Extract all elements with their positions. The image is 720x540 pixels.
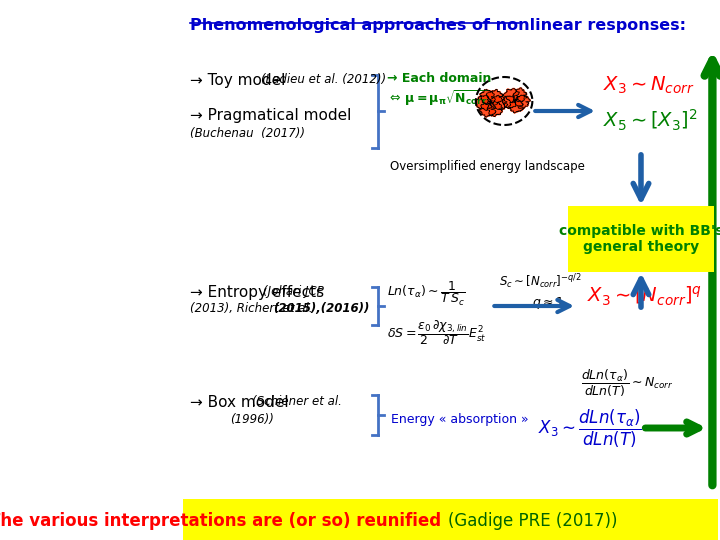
Polygon shape: [508, 99, 523, 113]
Text: $\Leftrightarrow\,\mathbf{\mu = \mu_\pi\sqrt{N_{corr}}}$: $\Leftrightarrow\,\mathbf{\mu = \mu_\pi\…: [387, 88, 490, 107]
Text: $X_3{\sim}[N_{corr}]^q$: $X_3{\sim}[N_{corr}]^q$: [587, 285, 702, 308]
Text: (Ladieu et al. (2012)): (Ladieu et al. (2012)): [261, 73, 386, 86]
Text: $q \approx 1$: $q \approx 1$: [532, 295, 564, 311]
Text: Oversimplified energy landscape: Oversimplified energy landscape: [390, 160, 585, 173]
FancyBboxPatch shape: [183, 499, 719, 540]
Text: → Entropy effects: → Entropy effects: [190, 285, 329, 300]
Text: The various interpretations are (or so) reunified: The various interpretations are (or so) …: [0, 512, 447, 530]
Text: (1996)): (1996)): [230, 413, 274, 426]
Polygon shape: [480, 101, 496, 117]
Polygon shape: [490, 95, 508, 110]
Text: $X_5{\sim}[X_3]^2$: $X_5{\sim}[X_3]^2$: [603, 108, 698, 133]
Text: (Buchenau  (2017)): (Buchenau (2017)): [190, 127, 305, 140]
Text: (Gadige PRE (2017)): (Gadige PRE (2017)): [449, 512, 618, 530]
Polygon shape: [502, 96, 516, 109]
Text: compatible with BB's
general theory: compatible with BB's general theory: [559, 224, 720, 254]
Text: $Ln(\tau_\alpha) \sim \dfrac{1}{T\,S_c}$: $Ln(\tau_\alpha) \sim \dfrac{1}{T\,S_c}$: [387, 280, 466, 308]
Text: → Pragmatical model: → Pragmatical model: [190, 108, 351, 123]
Text: $S_c{\sim}[N_{corr}]^{-q/2}$: $S_c{\sim}[N_{corr}]^{-q/2}$: [499, 272, 582, 291]
Text: $X_3{\sim}\dfrac{dLn(\tau_\alpha)}{dLn(T)}$: $X_3{\sim}\dfrac{dLn(\tau_\alpha)}{dLn(T…: [539, 408, 642, 450]
Text: (Schiener et al.: (Schiener et al.: [252, 395, 342, 408]
Polygon shape: [486, 89, 503, 105]
Text: Phenomenological approaches of nonlinear responses:: Phenomenological approaches of nonlinear…: [190, 18, 686, 33]
FancyBboxPatch shape: [568, 206, 714, 272]
Text: (2015),(2016)): (2015),(2016)): [274, 302, 370, 315]
Text: $\delta S = \dfrac{\varepsilon_0}{2}\dfrac{\partial \chi_{3,lin}}{\partial T}E_{: $\delta S = \dfrac{\varepsilon_0}{2}\dfr…: [387, 318, 487, 347]
Text: → Box model: → Box model: [190, 395, 294, 410]
Polygon shape: [480, 89, 495, 105]
Text: → Each domain: → Each domain: [387, 72, 492, 85]
Polygon shape: [513, 88, 527, 102]
Polygon shape: [503, 89, 519, 103]
Text: (2013), Richert et al.: (2013), Richert et al.: [190, 302, 316, 315]
Text: → Toy model: → Toy model: [190, 73, 290, 88]
Text: (Johari JCP: (Johari JCP: [263, 285, 324, 298]
Polygon shape: [516, 95, 531, 109]
Text: $X_3{\sim}N_{corr}$: $X_3{\sim}N_{corr}$: [603, 75, 695, 96]
Polygon shape: [476, 95, 492, 111]
Text: Energy « absorption »: Energy « absorption »: [391, 413, 528, 426]
Text: $\dfrac{dLn(\tau_\alpha)}{dLn(T)}{\sim}N_{corr}$: $\dfrac{dLn(\tau_\alpha)}{dLn(T)}{\sim}N…: [581, 368, 673, 399]
Polygon shape: [487, 102, 503, 117]
